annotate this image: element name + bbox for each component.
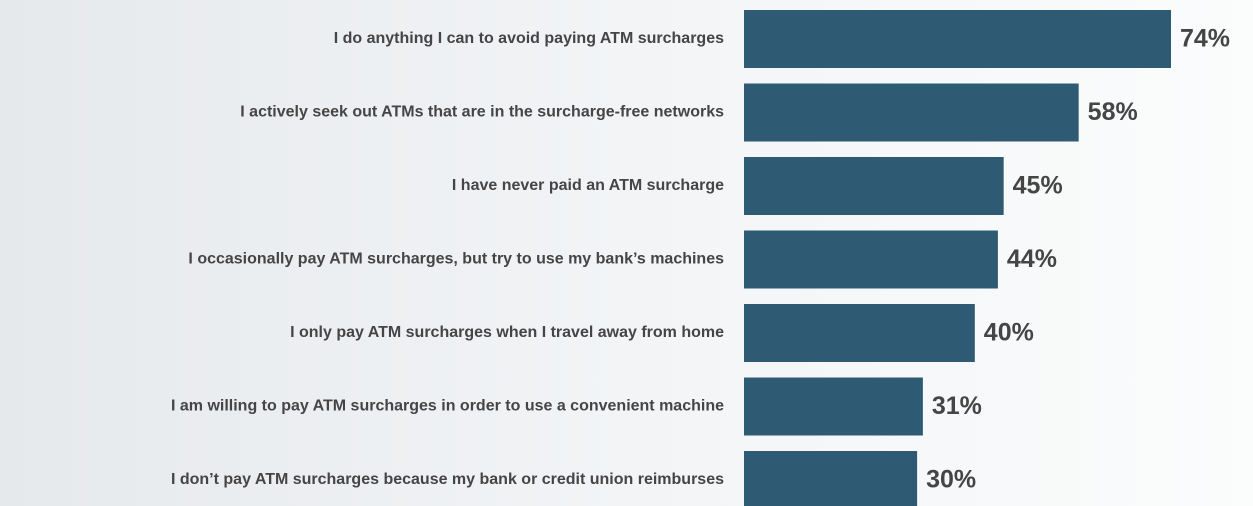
value-label: 40%: [984, 319, 1034, 347]
bar: [744, 377, 923, 436]
bar: [744, 157, 1004, 215]
category-label: I occasionally pay ATM surcharges, but t…: [188, 251, 724, 268]
category-label: I am willing to pay ATM surcharges in or…: [171, 398, 724, 415]
category-label: I do anything I can to avoid paying ATM …: [334, 30, 724, 47]
bar: [744, 230, 998, 289]
value-label: 58%: [1088, 98, 1138, 126]
bar: [744, 10, 1171, 68]
bar: [744, 83, 1079, 142]
value-label: 74%: [1180, 25, 1230, 53]
bar: [744, 304, 975, 362]
bar: [744, 451, 918, 506]
value-label: 31%: [932, 392, 982, 420]
category-label: I don’t pay ATM surcharges because my ba…: [171, 471, 724, 488]
category-label: I actively seek out ATMs that are in the…: [240, 104, 724, 121]
value-label: 44%: [1007, 245, 1057, 273]
value-label: 45%: [1013, 172, 1063, 200]
value-label: 30%: [926, 466, 976, 494]
category-label: I have never paid an ATM surcharge: [452, 177, 724, 194]
category-label: I only pay ATM surcharges when I travel …: [290, 324, 724, 341]
